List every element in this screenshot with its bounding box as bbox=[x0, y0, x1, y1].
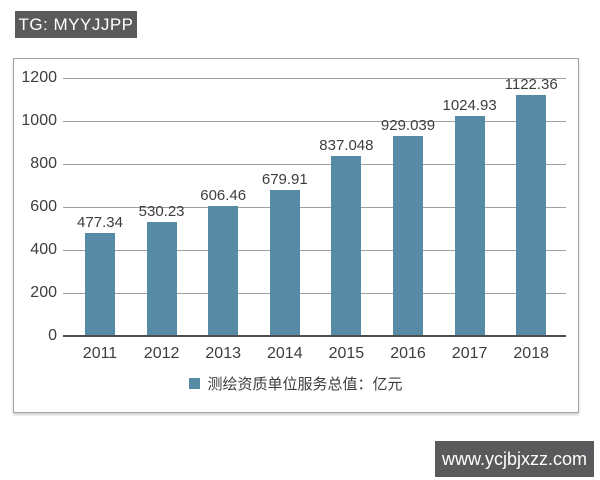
x-tick-label-2018: 2018 bbox=[513, 345, 549, 362]
gridline-1200 bbox=[63, 78, 566, 79]
y-tick-label-800: 800 bbox=[30, 155, 57, 172]
bar-2012 bbox=[146, 222, 177, 335]
url-watermark-badge: www.ycjbjxzz.com bbox=[435, 441, 594, 477]
x-tick-label-2011: 2011 bbox=[82, 345, 118, 362]
value-label-2016: 929.039 bbox=[380, 117, 436, 135]
bar-2018 bbox=[516, 94, 547, 335]
bar-2015 bbox=[331, 156, 362, 335]
y-tick-label-200: 200 bbox=[30, 284, 57, 301]
gridline-1000 bbox=[63, 121, 566, 122]
x-tick-label-2013: 2013 bbox=[205, 345, 241, 362]
x-tick-label-2016: 2016 bbox=[390, 345, 426, 362]
gridline-600 bbox=[63, 207, 566, 208]
gridline-800 bbox=[63, 164, 566, 165]
bar-2017 bbox=[454, 115, 485, 335]
value-label-2015: 837.048 bbox=[319, 137, 374, 155]
gridline-200 bbox=[63, 293, 566, 294]
gridline-400 bbox=[63, 250, 566, 251]
x-tick-label-2014: 2014 bbox=[267, 345, 303, 362]
bar-2013 bbox=[208, 205, 239, 335]
x-axis-line bbox=[63, 335, 566, 337]
bar-2011 bbox=[85, 233, 115, 335]
value-label-2018: 1122.36 bbox=[504, 75, 558, 93]
tg-watermark-badge: TG: MYYJJPP bbox=[15, 11, 137, 38]
legend-marker-square bbox=[189, 378, 201, 389]
y-tick-label-600: 600 bbox=[30, 198, 57, 215]
x-tick-label-2012: 2012 bbox=[143, 345, 180, 362]
y-tick-label-1200: 1200 bbox=[21, 69, 57, 86]
value-label-2014: 679.91 bbox=[261, 170, 308, 188]
chart-legend: 测绘资质单位服务总值：亿元 bbox=[14, 373, 578, 394]
plot-area: 0 200 400 600 800 1000 1200 477.34 2011 530.23 201… bbox=[14, 59, 578, 412]
chart-container: 0 200 400 600 800 1000 1200 477.34 2011 530.23 201… bbox=[13, 58, 579, 413]
bar-2014 bbox=[269, 189, 300, 335]
value-label-2017: 1024.93 bbox=[442, 96, 497, 114]
y-tick-label-400: 400 bbox=[30, 241, 57, 258]
value-label-2011: 477.34 bbox=[77, 214, 123, 232]
x-tick-label-2015: 2015 bbox=[328, 345, 365, 362]
legend-label: 测绘资质单位服务总值：亿元 bbox=[207, 376, 403, 393]
x-tick-label-2017: 2017 bbox=[451, 345, 488, 362]
y-tick-label-1000: 1000 bbox=[21, 112, 57, 129]
y-tick-label-0: 0 bbox=[48, 327, 57, 344]
value-label-2013: 606.46 bbox=[200, 186, 247, 204]
bar-2016 bbox=[393, 136, 423, 335]
value-label-2012: 530.23 bbox=[138, 203, 185, 220]
